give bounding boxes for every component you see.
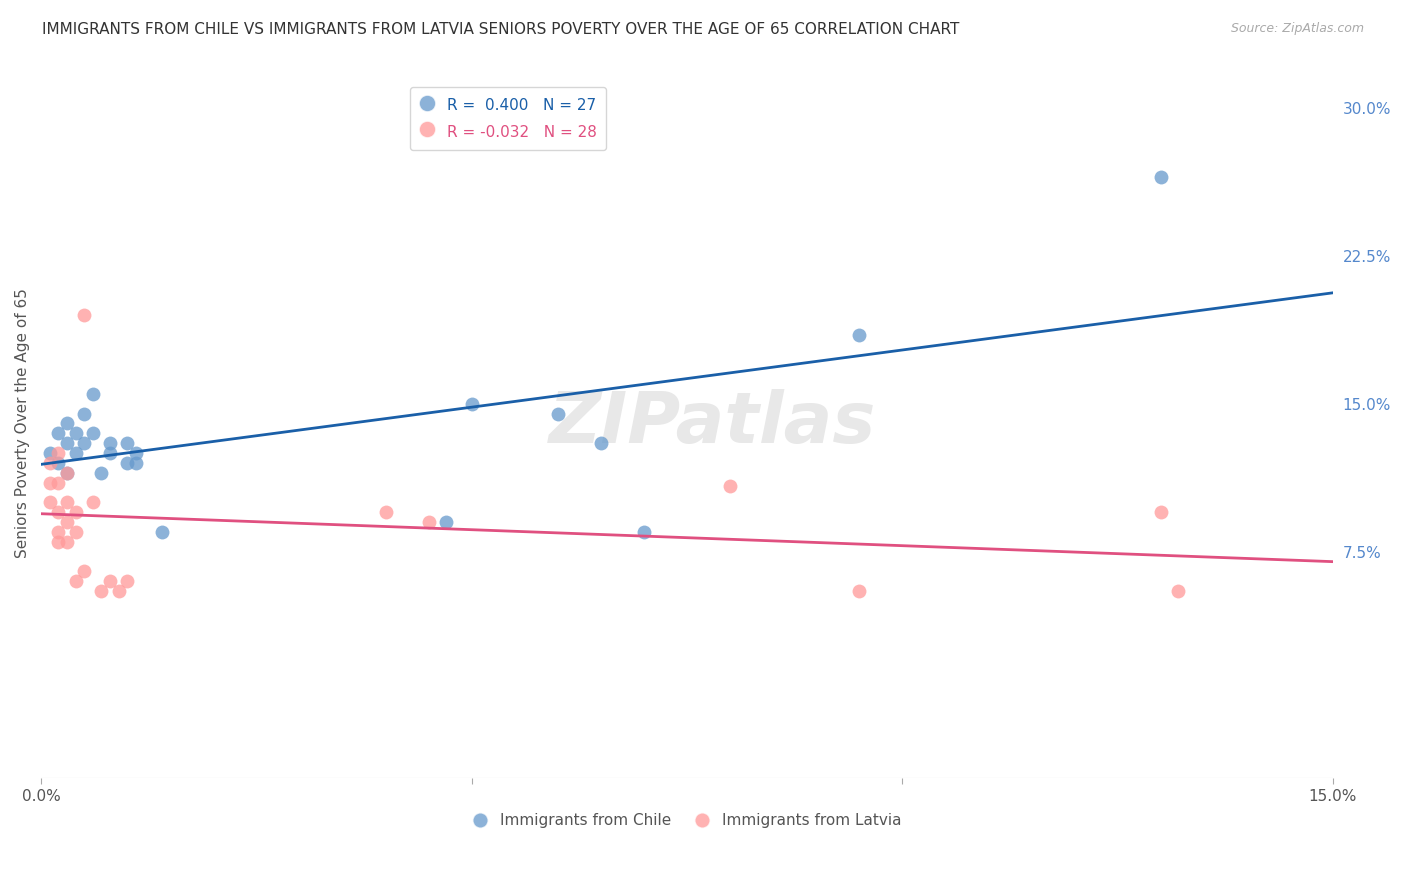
Point: [848, 583, 870, 598]
Point: [98, 574, 121, 588]
Point: [460, 397, 482, 411]
Point: [65, 505, 87, 519]
Point: [434, 515, 457, 529]
Point: [56, 534, 79, 549]
Point: [90, 466, 112, 480]
Point: [82, 495, 104, 509]
Point: [90, 583, 112, 598]
Point: [46, 426, 69, 441]
Point: [46, 524, 69, 539]
Point: [418, 515, 440, 529]
Point: [115, 436, 138, 450]
Point: [56, 495, 79, 509]
Point: [46, 505, 69, 519]
Point: [56, 417, 79, 431]
Point: [73, 436, 96, 450]
Point: [633, 524, 655, 539]
Point: [46, 475, 69, 490]
Point: [38, 456, 60, 470]
Point: [589, 436, 612, 450]
Point: [46, 446, 69, 460]
Point: [56, 515, 79, 529]
Point: [73, 564, 96, 578]
Point: [150, 524, 173, 539]
Point: [374, 505, 396, 519]
Y-axis label: Seniors Poverty Over the Age of 65: Seniors Poverty Over the Age of 65: [15, 288, 30, 558]
Point: [547, 407, 569, 421]
Point: [98, 436, 121, 450]
Point: [56, 436, 79, 450]
Point: [98, 446, 121, 460]
Point: [848, 327, 870, 342]
Point: [1167, 583, 1189, 598]
Point: [73, 308, 96, 322]
Point: [125, 446, 148, 460]
Text: IMMIGRANTS FROM CHILE VS IMMIGRANTS FROM LATVIA SENIORS POVERTY OVER THE AGE OF : IMMIGRANTS FROM CHILE VS IMMIGRANTS FROM…: [42, 22, 959, 37]
Text: Source: ZipAtlas.com: Source: ZipAtlas.com: [1230, 22, 1364, 36]
Point: [56, 466, 79, 480]
Point: [1149, 505, 1171, 519]
Point: [125, 456, 148, 470]
Point: [65, 574, 87, 588]
Point: [38, 475, 60, 490]
Point: [65, 446, 87, 460]
Legend: Immigrants from Chile, Immigrants from Latvia: Immigrants from Chile, Immigrants from L…: [467, 807, 907, 834]
Point: [46, 534, 69, 549]
Point: [65, 524, 87, 539]
Point: [73, 407, 96, 421]
Point: [46, 456, 69, 470]
Point: [38, 446, 60, 460]
Point: [1149, 169, 1171, 184]
Point: [38, 495, 60, 509]
Point: [82, 386, 104, 401]
Point: [718, 479, 741, 493]
Point: [115, 456, 138, 470]
Point: [56, 466, 79, 480]
Point: [107, 583, 129, 598]
Point: [115, 574, 138, 588]
Point: [65, 426, 87, 441]
Text: ZIPatlas: ZIPatlas: [550, 389, 876, 458]
Point: [82, 426, 104, 441]
